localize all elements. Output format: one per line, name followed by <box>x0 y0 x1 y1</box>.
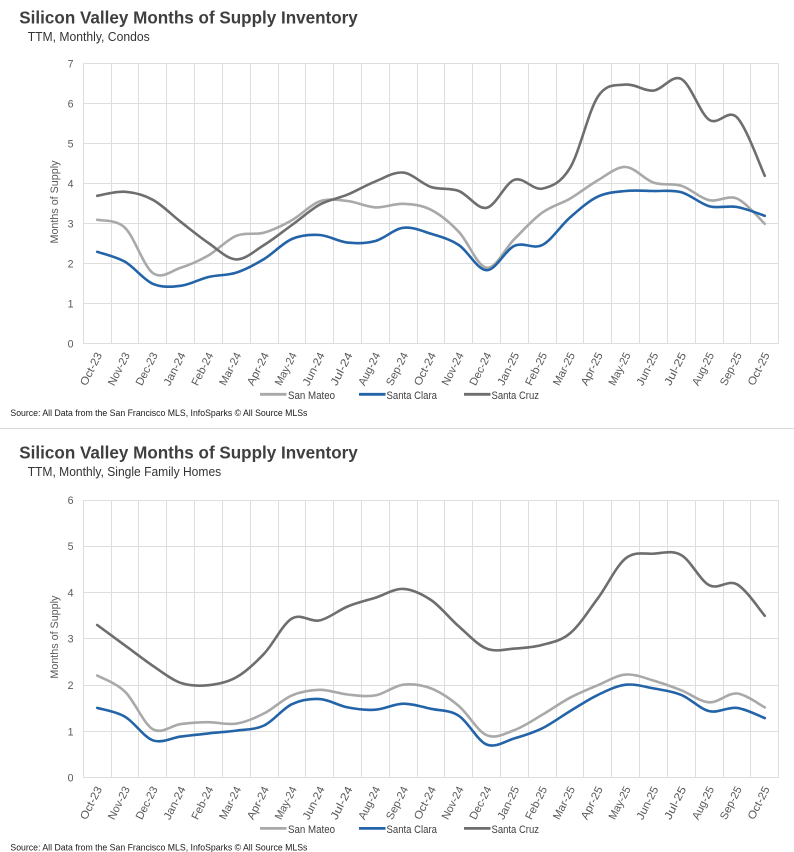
svg-text:Santa Cruz: Santa Cruz <box>492 824 540 836</box>
svg-text:Santa Clara: Santa Clara <box>387 390 438 402</box>
svg-text:1: 1 <box>68 299 74 311</box>
svg-text:Months of Supply: Months of Supply <box>49 595 61 679</box>
svg-text:5: 5 <box>68 541 74 553</box>
svg-text:TTM, Monthly, Condos: TTM, Monthly, Condos <box>28 29 150 44</box>
svg-text:6: 6 <box>68 495 74 507</box>
svg-text:0: 0 <box>68 773 74 785</box>
svg-text:TTM, Monthly, Single Family Ho: TTM, Monthly, Single Family Homes <box>28 464 222 479</box>
svg-text:5: 5 <box>68 139 74 151</box>
svg-text:Source: All Data from the San: Source: All Data from the San Francisco … <box>10 841 307 852</box>
svg-text:2: 2 <box>68 680 74 692</box>
svg-text:0: 0 <box>68 339 74 351</box>
svg-text:4: 4 <box>68 587 74 599</box>
svg-text:Source: All Data from the San: Source: All Data from the San Francisco … <box>10 407 307 418</box>
svg-text:1: 1 <box>68 726 74 738</box>
svg-text:3: 3 <box>68 634 74 646</box>
svg-text:4: 4 <box>68 179 74 191</box>
svg-text:San Mateo: San Mateo <box>288 390 335 402</box>
svg-text:Santa Cruz: Santa Cruz <box>492 390 540 402</box>
svg-text:Santa Clara: Santa Clara <box>387 824 438 836</box>
svg-text:Silicon Valley Months of Suppl: Silicon Valley Months of Supply Inventor… <box>19 8 358 28</box>
svg-text:3: 3 <box>68 219 74 231</box>
svg-text:San Mateo: San Mateo <box>288 824 335 836</box>
svg-text:6: 6 <box>68 99 74 111</box>
svg-text:2: 2 <box>68 259 74 271</box>
svg-text:7: 7 <box>68 59 74 71</box>
svg-text:Silicon Valley Months of Suppl: Silicon Valley Months of Supply Inventor… <box>19 442 358 462</box>
svg-text:Months of Supply: Months of Supply <box>49 160 61 244</box>
